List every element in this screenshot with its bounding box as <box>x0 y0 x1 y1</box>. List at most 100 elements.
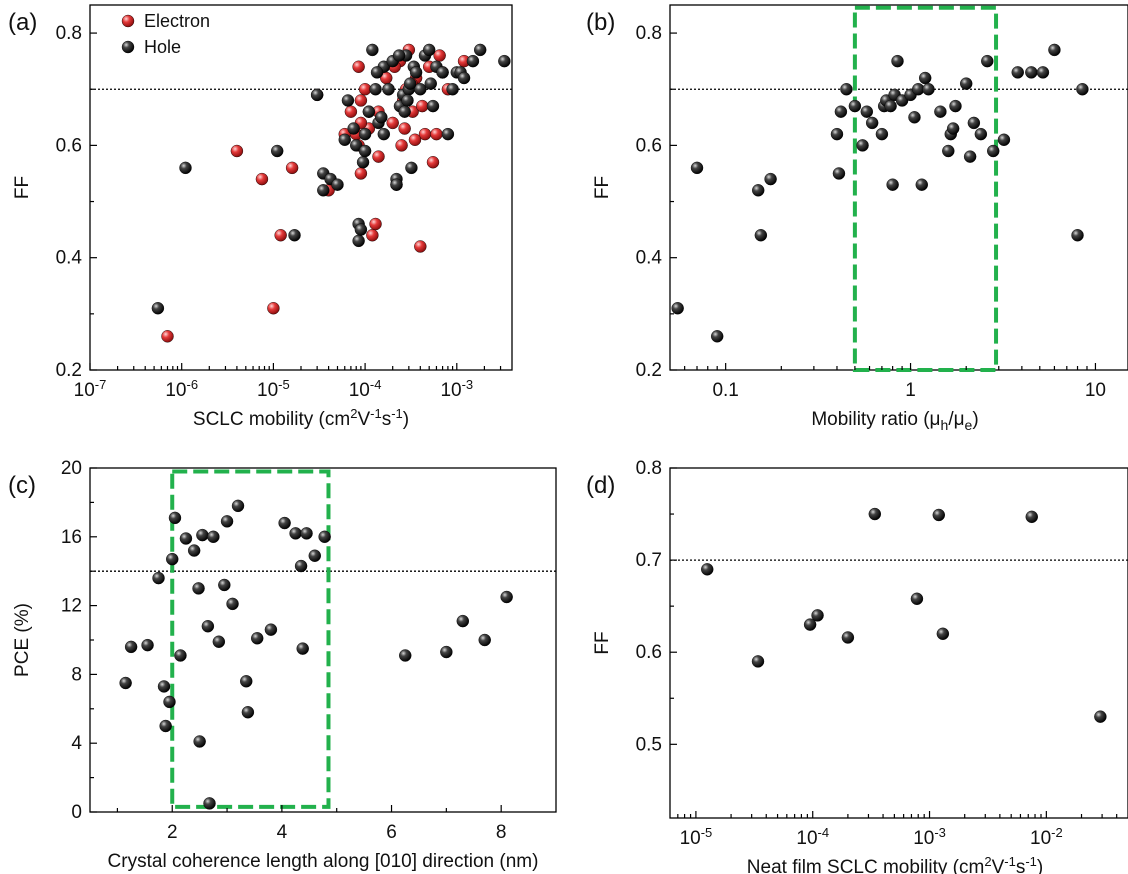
data-point <box>1025 66 1038 79</box>
hole-point <box>377 127 391 141</box>
x-axis-label: Mobility ratio (μh​/μe​) <box>811 409 978 433</box>
electron-point <box>267 302 280 315</box>
highlight-box <box>852 5 999 373</box>
electron-point <box>372 150 385 163</box>
electron-point <box>366 229 379 242</box>
data-point <box>671 302 684 315</box>
data-point <box>830 127 844 141</box>
hole-point <box>498 54 511 68</box>
data-point <box>997 133 1011 146</box>
hole-point <box>392 49 406 62</box>
data-point <box>399 649 412 662</box>
plot-frame <box>669 467 1128 819</box>
panel-d: (d) 0.5 0.6 0.7 0.8 10-5​ 10-4​ 10-3​ 10-2​ Neat … <box>586 458 1128 874</box>
hole-point <box>426 99 440 113</box>
hole-point <box>403 77 417 90</box>
hole-point <box>151 302 165 315</box>
x-axis-label: Crystal coherence length along [010] dir… <box>108 851 539 872</box>
data-point <box>752 184 765 197</box>
hole-point <box>457 71 471 85</box>
electron-point <box>408 133 422 146</box>
data-point <box>166 552 179 566</box>
data-point <box>803 618 817 631</box>
data-point <box>936 627 950 640</box>
hole-point <box>424 77 437 90</box>
data-point <box>159 719 172 733</box>
hole-point <box>310 88 324 102</box>
data-point <box>884 99 897 113</box>
x-tick-label: 10-6​ <box>165 377 198 401</box>
hole-point <box>414 83 427 96</box>
hole-point <box>179 161 192 175</box>
hole-point <box>366 43 379 57</box>
data-point <box>932 508 945 522</box>
y-axis-label: FF <box>592 631 613 654</box>
hole-point <box>390 178 403 191</box>
electron-point <box>426 156 440 169</box>
electron-point <box>285 161 299 175</box>
data-point <box>141 638 154 652</box>
hole-point <box>356 156 370 169</box>
hole-point <box>338 133 351 146</box>
x-axis-label: Neat film SCLC mobility (cm2​V-1​s-1​) <box>747 854 1043 874</box>
y-tick-label: 12 <box>61 596 82 617</box>
legend-label: Electron <box>144 11 210 31</box>
data-point <box>974 127 988 141</box>
data-point <box>690 161 704 175</box>
electron-point <box>398 122 411 135</box>
y-tick-label: 0.8 <box>56 23 82 44</box>
hole-point <box>405 161 418 175</box>
data-point <box>152 571 165 585</box>
x-axis-label: SCLC mobility (cm2​V-1​s-1​) <box>193 406 409 430</box>
hole-point <box>422 43 436 57</box>
data-point <box>212 635 226 648</box>
data-point <box>1025 510 1038 524</box>
data-point <box>981 54 994 68</box>
y-tick-label: 0.4 <box>56 248 83 269</box>
hole-point <box>441 127 455 141</box>
data-point <box>967 116 981 130</box>
electron-point <box>230 144 244 158</box>
hole-point <box>446 83 459 96</box>
electron-point <box>395 139 408 152</box>
y-axis-label: PCE (%) <box>12 603 33 677</box>
hole-point <box>398 105 411 118</box>
hole-point <box>331 178 344 191</box>
data-point <box>300 527 313 540</box>
data-point <box>960 77 973 90</box>
data-point <box>934 105 947 118</box>
electron-point <box>386 116 399 130</box>
data-point <box>987 144 1000 158</box>
data-point <box>193 735 206 748</box>
data-point <box>841 631 855 644</box>
hole-point <box>382 83 395 96</box>
panel-label: (a) <box>8 9 37 36</box>
plot-frame <box>89 4 513 371</box>
data-point <box>848 99 862 113</box>
data-point <box>241 706 255 719</box>
hole-point <box>347 122 360 135</box>
data-point <box>910 592 924 605</box>
x-tick-label: 4 <box>277 822 288 843</box>
hole-point <box>409 66 423 79</box>
x-tick-label: 10-3​ <box>440 377 473 401</box>
data-point <box>922 83 935 96</box>
data-point <box>886 178 899 191</box>
y-tick-label: 0.8 <box>636 23 662 44</box>
data-points <box>151 43 511 343</box>
data-point <box>294 559 308 573</box>
data-point <box>240 675 253 688</box>
panel-label: (b) <box>586 9 615 36</box>
data-point <box>168 511 182 525</box>
hole-point <box>270 144 284 158</box>
hole-point <box>436 66 449 79</box>
hole-point <box>354 223 368 236</box>
x-tick-label: 10-4​ <box>349 377 382 401</box>
y-tick-label: 0.6 <box>56 135 82 156</box>
data-point <box>832 167 846 180</box>
electron-point <box>414 240 427 253</box>
data-point <box>179 532 193 545</box>
data-point <box>751 655 765 668</box>
data-point <box>192 582 205 595</box>
